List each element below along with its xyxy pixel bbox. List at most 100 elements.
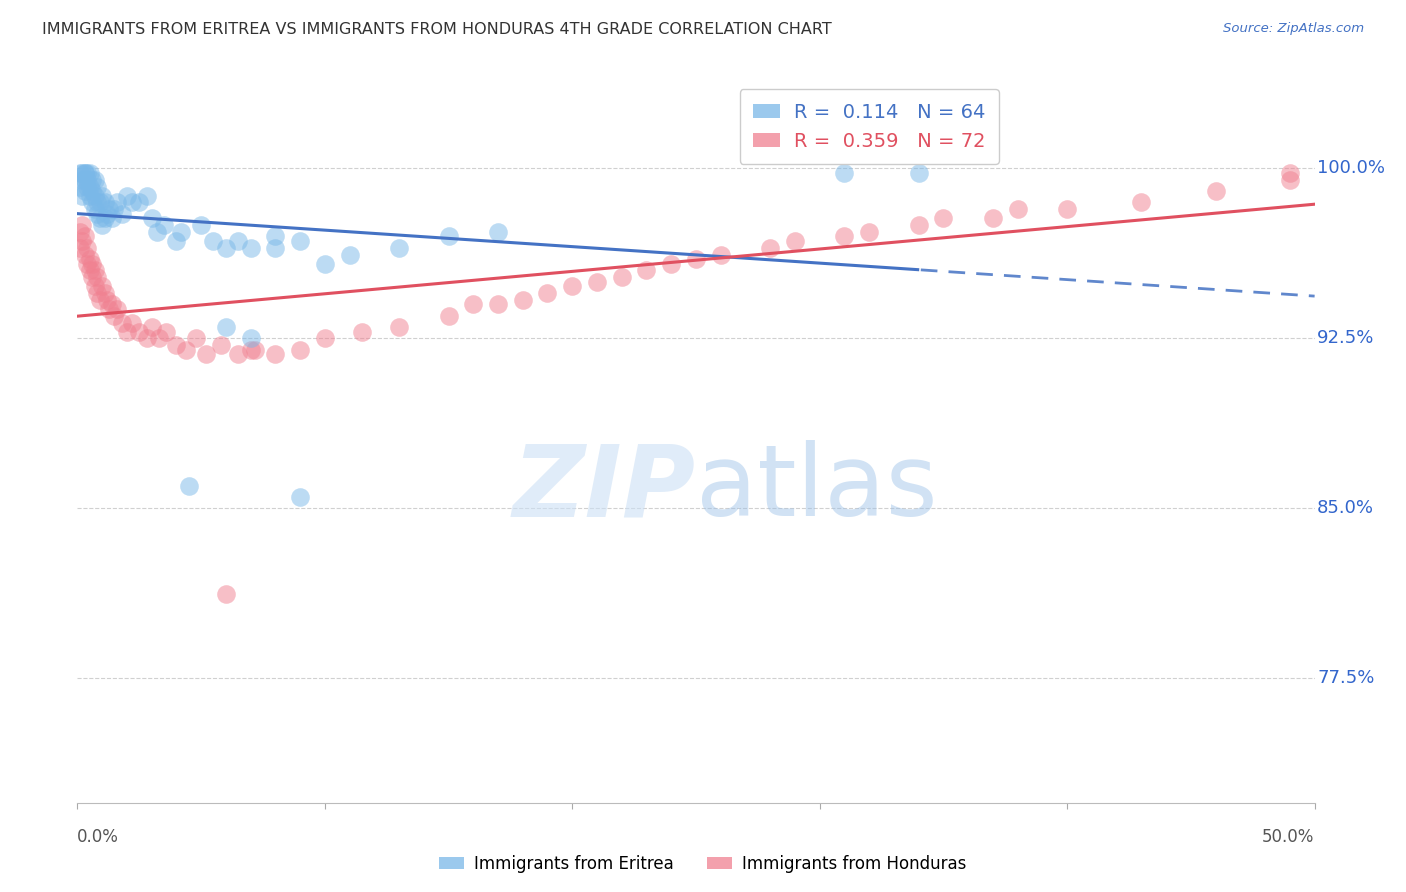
Point <box>145 225 167 239</box>
Point <box>759 241 782 255</box>
Point <box>91 218 114 232</box>
Point <box>226 347 249 361</box>
Point <box>1278 166 1301 180</box>
Point <box>115 325 138 339</box>
Point <box>858 225 880 239</box>
Point <box>202 234 225 248</box>
Point <box>115 188 138 202</box>
Point <box>73 184 96 198</box>
Text: 85.0%: 85.0% <box>1317 500 1374 517</box>
Point <box>128 325 150 339</box>
Legend: R =  0.114   N = 64, R =  0.359   N = 72: R = 0.114 N = 64, R = 0.359 N = 72 <box>740 89 1000 164</box>
Point <box>135 331 157 345</box>
Point <box>73 166 96 180</box>
Point <box>314 257 336 271</box>
Point <box>463 297 485 311</box>
Point <box>288 490 311 504</box>
Point <box>288 343 311 357</box>
Text: ZIP: ZIP <box>513 441 696 537</box>
Point <box>981 211 1004 226</box>
Point <box>111 207 134 221</box>
Point <box>98 202 121 217</box>
Point <box>239 343 262 357</box>
Point <box>69 241 91 255</box>
Point <box>153 218 176 232</box>
Point <box>83 279 105 293</box>
Point <box>177 478 200 492</box>
Text: IMMIGRANTS FROM ERITREA VS IMMIGRANTS FROM HONDURAS 4TH GRADE CORRELATION CHART: IMMIGRANTS FROM ERITREA VS IMMIGRANTS FR… <box>42 22 832 37</box>
Text: 100.0%: 100.0% <box>1317 160 1385 178</box>
Point <box>350 325 373 339</box>
Point <box>636 263 658 277</box>
Point <box>121 195 143 210</box>
Point <box>239 331 262 345</box>
Point <box>907 218 929 232</box>
Point <box>72 218 94 232</box>
Point <box>586 275 609 289</box>
Point <box>69 179 91 194</box>
Text: 77.5%: 77.5% <box>1317 669 1375 687</box>
Point <box>536 286 558 301</box>
Point <box>72 234 94 248</box>
Point <box>932 211 955 226</box>
Point <box>79 179 101 194</box>
Point <box>245 343 267 357</box>
Point <box>76 257 98 271</box>
Point <box>226 234 249 248</box>
Point <box>89 195 111 210</box>
Point <box>96 207 118 221</box>
Point <box>91 279 114 293</box>
Point <box>89 293 111 307</box>
Point <box>174 343 197 357</box>
Point <box>1130 195 1153 210</box>
Point <box>834 166 856 180</box>
Point <box>1278 173 1301 187</box>
Point <box>86 195 108 210</box>
Point <box>82 257 104 271</box>
Point <box>72 166 94 180</box>
Point <box>82 270 104 285</box>
Point <box>141 211 163 226</box>
Point <box>141 320 163 334</box>
Point <box>76 166 98 180</box>
Point <box>103 309 125 323</box>
Point <box>486 225 509 239</box>
Point <box>79 188 101 202</box>
Point <box>83 173 105 187</box>
Point <box>1007 202 1029 217</box>
Point <box>907 166 929 180</box>
Point <box>83 263 105 277</box>
Point <box>561 279 583 293</box>
Text: atlas: atlas <box>696 441 938 537</box>
Point <box>209 338 232 352</box>
Point <box>82 195 104 210</box>
Point <box>83 188 105 202</box>
Point <box>388 241 411 255</box>
Point <box>239 241 262 255</box>
Point <box>82 173 104 187</box>
Point <box>72 173 94 187</box>
Point <box>76 179 98 194</box>
Text: 50.0%: 50.0% <box>1263 828 1315 846</box>
Point <box>128 195 150 210</box>
Point <box>512 293 534 307</box>
Point <box>72 188 94 202</box>
Point <box>98 301 121 316</box>
Point <box>215 320 238 334</box>
Point <box>86 270 108 285</box>
Point <box>91 188 114 202</box>
Legend: Immigrants from Eritrea, Immigrants from Honduras: Immigrants from Eritrea, Immigrants from… <box>433 848 973 880</box>
Point <box>76 173 98 187</box>
Point <box>73 173 96 187</box>
Point <box>264 241 287 255</box>
Point <box>190 218 212 232</box>
Point <box>437 309 460 323</box>
Point <box>264 347 287 361</box>
Point <box>314 331 336 345</box>
Point <box>215 587 238 601</box>
Point <box>121 316 143 330</box>
Point <box>101 211 124 226</box>
Point <box>148 331 170 345</box>
Point <box>93 286 115 301</box>
Point <box>105 195 128 210</box>
